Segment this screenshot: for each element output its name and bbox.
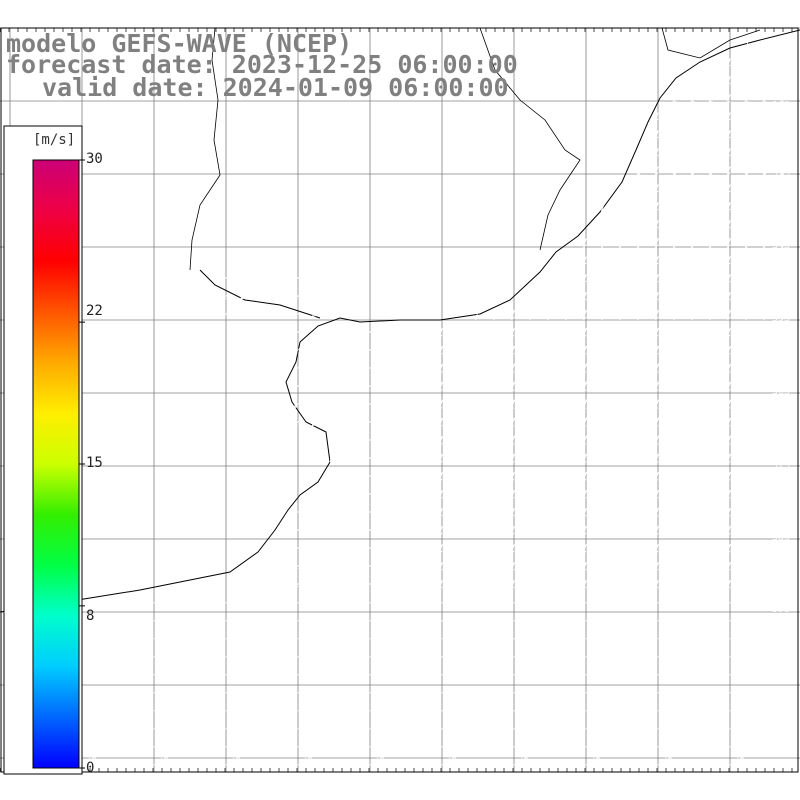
colorbar	[3, 125, 85, 775]
coastline	[0, 27, 800, 613]
colorbar-tick-15: 15	[86, 455, 103, 471]
lat-label: 37S	[772, 460, 791, 471]
colorbar-unit-label: [m/s]	[33, 132, 76, 148]
lat-label: 35S	[772, 313, 791, 324]
colorbar-tick-22: 22	[86, 303, 103, 319]
title-forecast-date: forecast date: 2023-12-25 06:00:00	[6, 50, 518, 79]
title-model: modelo GEFS-WAVE (NCEP)	[6, 29, 353, 58]
colorbar-tick-0: 0	[86, 760, 95, 776]
lat-label: 32S	[772, 168, 791, 179]
title-valid-date: valid date: 2024-01-09 06:00:00	[42, 73, 509, 102]
colorbar-tick-30: 30	[86, 151, 103, 167]
lat-label: 39S	[772, 604, 791, 615]
wind-arrows	[4, 40, 800, 800]
lat-label: 30S	[772, 100, 791, 111]
lat-label: 40S	[772, 676, 791, 687]
lat-label: 34S	[772, 240, 791, 251]
lat-label: 36S	[772, 386, 791, 397]
colorbar-tick-8: 8	[86, 608, 95, 624]
lat-label: 38S	[772, 532, 791, 543]
